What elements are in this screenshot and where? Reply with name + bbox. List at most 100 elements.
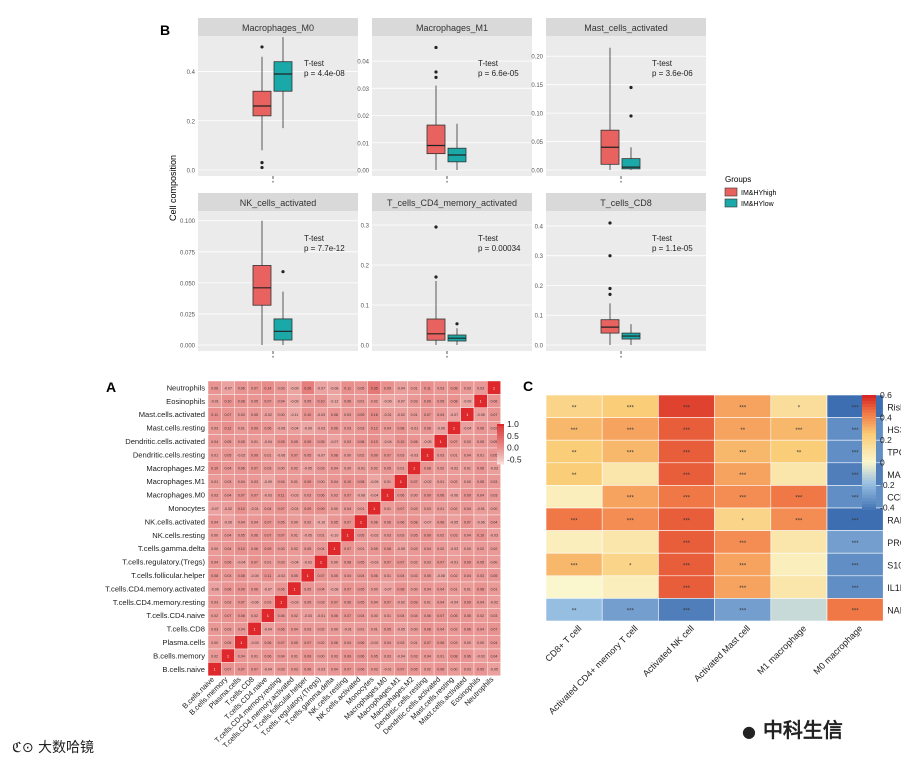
y-tick-label: 0.0 bbox=[535, 344, 544, 350]
heat-cell bbox=[601, 462, 659, 486]
cell-value: 0.03 bbox=[211, 494, 218, 498]
row-label: IL1R2 bbox=[887, 583, 901, 593]
legend-gradient-step bbox=[862, 395, 876, 399]
cell-value: 0.01 bbox=[464, 467, 471, 471]
cell-value: -0.01 bbox=[344, 628, 352, 632]
cell-value: 1 bbox=[466, 413, 468, 417]
cell-value: 0.04 bbox=[344, 641, 351, 645]
cell-value: -0.01 bbox=[357, 467, 365, 471]
cell-value: -0.07 bbox=[224, 386, 232, 390]
heat-cell bbox=[770, 462, 828, 486]
legend-gradient-step bbox=[862, 442, 876, 446]
cell-value: 0.05 bbox=[291, 440, 298, 444]
legend-gradient-step bbox=[862, 459, 876, 464]
cell-value: 0.02 bbox=[211, 614, 218, 618]
cell-value: 0.00 bbox=[211, 534, 218, 538]
cell-value: 0.08 bbox=[238, 574, 245, 578]
cell-value: -0.01 bbox=[410, 427, 418, 431]
row-label: RAB15 bbox=[887, 515, 901, 525]
cell-value: 0.04 bbox=[464, 574, 471, 578]
cell-value: -0.03 bbox=[304, 614, 312, 618]
cell-value: 0.02 bbox=[451, 480, 458, 484]
cell-value: 0.09 bbox=[264, 547, 271, 551]
row-label: T.cells.CD4.memory.activated bbox=[105, 584, 205, 593]
cell-value: -0.09 bbox=[304, 427, 312, 431]
cell-value: 0.00 bbox=[371, 587, 378, 591]
cell-value: 0.01 bbox=[384, 507, 391, 511]
cell-value: 0.04 bbox=[424, 587, 431, 591]
cell-value: 0.02 bbox=[357, 453, 364, 457]
cell-value: 0.06 bbox=[264, 654, 271, 658]
cell-value: 0.05 bbox=[477, 440, 484, 444]
significance-stars: * bbox=[629, 564, 632, 570]
cell-value: 0.04 bbox=[238, 654, 245, 658]
significance-stars: *** bbox=[683, 451, 691, 457]
legend-tick: 1.0 bbox=[507, 419, 519, 429]
cell-value: 1 bbox=[493, 386, 495, 390]
cell-value: 0.02 bbox=[291, 467, 298, 471]
cell-value: 0.01 bbox=[384, 574, 391, 578]
cell-value: 0.01 bbox=[451, 587, 458, 591]
cell-value: 0.00 bbox=[371, 614, 378, 618]
legend-gradient-step bbox=[497, 424, 504, 427]
cell-value: -0.06 bbox=[437, 427, 445, 431]
cell-value: 0.06 bbox=[437, 641, 444, 645]
col-label: CD8+ T cell bbox=[543, 623, 583, 663]
cell-value: 0.06 bbox=[397, 520, 404, 524]
cell-value: 0.03 bbox=[411, 574, 418, 578]
significance-stars: *** bbox=[627, 405, 635, 411]
cell-value: 0.00 bbox=[331, 507, 338, 511]
cell-value: 0.02 bbox=[371, 400, 378, 404]
cell-value: 1 bbox=[453, 427, 455, 431]
cell-value: -0.01 bbox=[383, 668, 391, 672]
cell-value: 0.02 bbox=[411, 561, 418, 565]
panel-label-a: A bbox=[106, 379, 116, 395]
legend-gradient-step bbox=[862, 400, 876, 405]
cell-value: -0.06 bbox=[211, 587, 219, 591]
cell-value: 0.03 bbox=[224, 601, 231, 605]
significance-stars: *** bbox=[795, 496, 803, 502]
heat-cell bbox=[545, 485, 603, 509]
cell-value: 0.04 bbox=[224, 467, 231, 471]
cell-value: 0.02 bbox=[304, 520, 311, 524]
cell-value: 0.12 bbox=[224, 427, 231, 431]
cell-value: 0.07 bbox=[264, 534, 271, 538]
significance-stars: *** bbox=[795, 428, 803, 434]
cell-value: 0.11 bbox=[264, 574, 271, 578]
legend-gradient-step bbox=[497, 462, 504, 465]
cell-value: 0.01 bbox=[291, 534, 298, 538]
row-label: CCL8 bbox=[887, 493, 901, 503]
cell-value: 0.05 bbox=[477, 668, 484, 672]
cell-value: 0.03 bbox=[318, 467, 325, 471]
cell-value: 0.01 bbox=[211, 480, 218, 484]
significance-stars: ** bbox=[797, 451, 802, 457]
cell-value: -0.07 bbox=[423, 520, 431, 524]
cell-value: 0.09 bbox=[278, 440, 285, 444]
cell-value: 0.03 bbox=[211, 601, 218, 605]
cell-value: -0.07 bbox=[264, 587, 272, 591]
cell-value: 0.00 bbox=[464, 641, 471, 645]
significance-stars: *** bbox=[852, 518, 860, 524]
cell-value: 0.04 bbox=[211, 561, 218, 565]
cell-value: 0.02 bbox=[291, 614, 298, 618]
cell-value: 0.04 bbox=[278, 654, 285, 658]
cell-value: 0.06 bbox=[238, 386, 245, 390]
cell-value: 0.10 bbox=[344, 480, 351, 484]
legend-tick: 0.4 bbox=[880, 412, 892, 422]
cell-value: -0.05 bbox=[490, 668, 498, 672]
legend-gradient-step bbox=[497, 460, 504, 463]
cell-value: 0.10 bbox=[224, 400, 231, 404]
heat-cell bbox=[601, 575, 659, 599]
x-tick-label: * bbox=[272, 181, 275, 187]
cell-value: 0.07 bbox=[238, 668, 245, 672]
legend-tick: -0.5 bbox=[507, 454, 522, 464]
cell-value: 0.00 bbox=[278, 467, 285, 471]
x-tick-label: * bbox=[446, 181, 449, 187]
cell-value: -0.06 bbox=[250, 601, 258, 605]
cell-value: 0.01 bbox=[464, 587, 471, 591]
significance-stars: *** bbox=[683, 428, 691, 434]
cell-value: 0.02 bbox=[451, 574, 458, 578]
cell-value: 0.09 bbox=[304, 507, 311, 511]
cell-value: -0.02 bbox=[370, 641, 378, 645]
